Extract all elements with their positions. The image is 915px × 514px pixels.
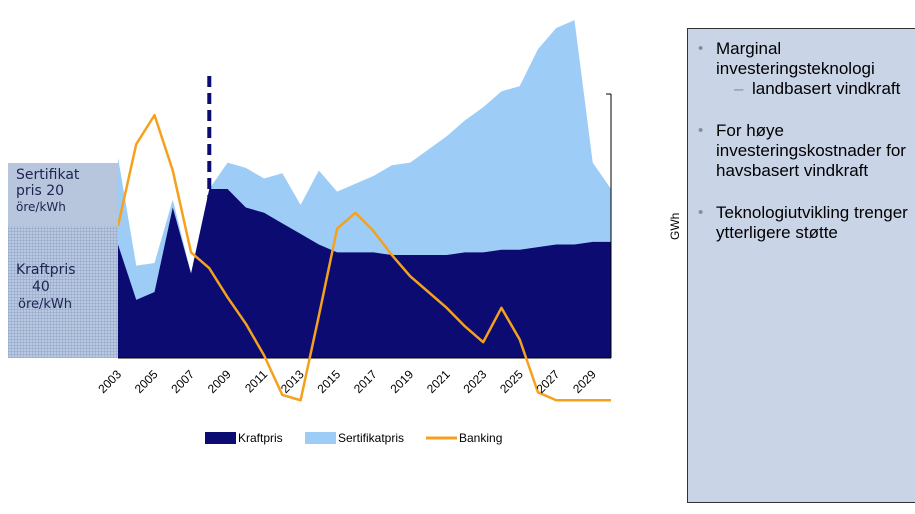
x-tick-label: 2007 [168,367,197,396]
x-tick-label: 2021 [424,367,453,396]
legend-swatch [305,432,336,444]
sub-bullet-text: landbasert vindkraft [752,79,901,98]
sertifikat-label-line1: Sertifikat [16,167,80,183]
bullet-icon: • [698,40,704,57]
x-tick-label: 2009 [205,367,234,396]
sertifikat-label-line2: pris 20 [16,183,65,199]
x-tick-label: 2003 [95,367,124,396]
legend-label: Banking [459,431,502,445]
side-panel: • Marginal investeringsteknologi – landb… [687,28,915,503]
x-tick-label: 2027 [534,367,563,396]
x-tick-label: 2029 [570,367,599,396]
legend-label: Sertifikatpris [338,431,404,445]
bullet-icon: • [698,122,704,139]
x-tick-label: 2011 [242,367,270,395]
sertifikat-price-label: Sertifikat pris 20 öre/kWh [8,163,118,226]
bullet-item: • Marginal investeringsteknologi – landb… [698,39,915,99]
banking-line [116,113,611,402]
x-tick-label: 2015 [314,367,343,396]
y-axis-label: GWh [668,212,682,240]
bullet-item: • For høye investeringskostnader for hav… [698,121,915,181]
bullet-text: For høye investeringskostnader for havsb… [716,121,906,180]
kraftpris-price-label: Kraftpris 40 öre/kWh [8,226,118,358]
legend-label: Kraftpris [238,431,283,445]
sub-bullet-item: – landbasert vindkraft [716,79,915,99]
kraftpris-label-line1: Kraftpris [16,262,76,278]
bullet-text: Marginal investeringsteknologi [716,39,875,78]
dash-icon: – [734,79,744,98]
legend-swatch [205,432,236,444]
sertifikat-label-line3: öre/kWh [16,200,66,214]
bullet-item: • Teknologiutvikling trenger ytterligere… [698,203,915,243]
bullet-text: Teknologiutvikling trenger ytterligere s… [716,203,908,242]
x-tick-label: 2017 [351,367,380,396]
x-tick-label: 2019 [387,367,416,396]
kraftpris-label-line2: 40 [32,279,50,295]
bullet-icon: • [698,204,704,221]
x-tick-label: 2023 [461,367,490,396]
x-tick-label: 2005 [132,367,161,396]
kraftpris-label-line3: öre/kWh [18,297,73,312]
x-tick-label: 2025 [497,367,526,396]
